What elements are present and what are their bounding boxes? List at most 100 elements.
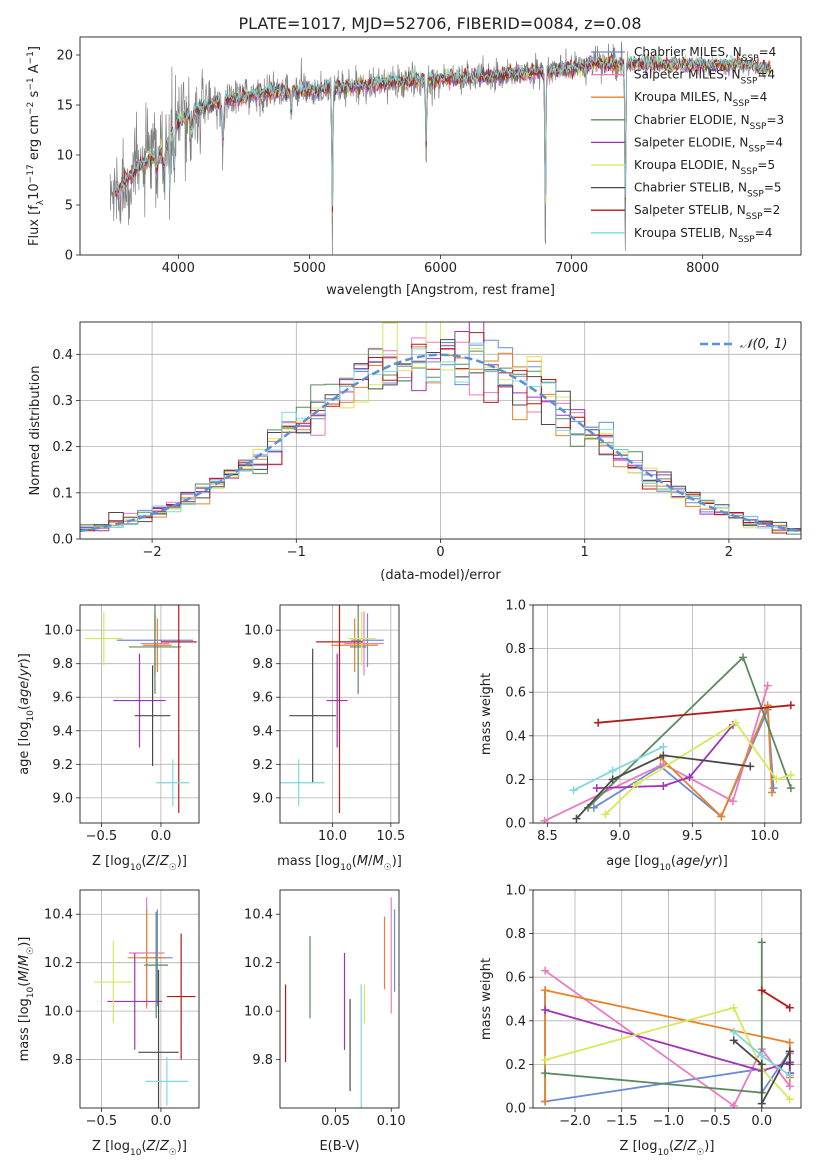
x-tick-label: 0 — [436, 545, 444, 560]
x-tick-label: 10.0 — [318, 829, 347, 844]
weight-series-line — [598, 704, 791, 724]
weight-point-marker — [785, 1082, 794, 1091]
weight-point-marker — [685, 773, 694, 782]
y-tick-label: 0.4 — [52, 348, 73, 363]
spectrum-data — [109, 41, 771, 255]
y-axis-label: mass [log10(M/M☉)] — [17, 937, 36, 1062]
x-tick-label: −1.5 — [606, 1114, 638, 1129]
weight-series-line — [544, 969, 791, 1108]
weight-point-marker — [729, 1027, 738, 1036]
x-tick-label: −0.5 — [86, 1114, 118, 1129]
weight-point-marker — [786, 784, 795, 793]
axes-frame — [79, 321, 802, 540]
y-tick-label: 9.6 — [52, 691, 73, 706]
weight-point-marker — [592, 784, 601, 793]
y-tick-label: 0.6 — [505, 686, 526, 701]
weight-point-marker — [785, 1071, 794, 1080]
x-tick-label: 9.0 — [610, 829, 631, 844]
y-tick-label: 15 — [56, 99, 73, 114]
weight-point-marker — [785, 1095, 794, 1104]
x-axis-label: Z [log10(Z/Z☉)] — [92, 1139, 187, 1158]
x-tick-label: −1 — [287, 545, 306, 560]
y-tick-label: 0.8 — [505, 642, 526, 657]
x-tick-label: 8.5 — [537, 829, 558, 844]
y-axis-label: mass weight — [479, 673, 494, 755]
weight-point-marker — [739, 653, 748, 662]
axes-frame — [79, 889, 200, 1109]
weight-point-marker — [785, 1047, 794, 1056]
y-axis-label: mass weight — [479, 958, 494, 1040]
y-axis-label: Normed distribution — [28, 366, 43, 496]
weight-point-marker — [572, 814, 581, 823]
y-tick-label: 10.0 — [44, 1005, 73, 1020]
weight-point-marker — [757, 986, 766, 995]
y-tick-label: 9.8 — [252, 657, 273, 672]
y-tick-label: 10.4 — [244, 908, 273, 923]
y-tick-label: 20 — [56, 49, 73, 64]
weight-point-marker — [772, 775, 781, 784]
weight-series-line — [573, 745, 664, 792]
weight-point-marker — [541, 966, 550, 975]
weight-point-marker — [659, 742, 668, 751]
weight-point-marker — [786, 701, 795, 710]
x-axis-label: wavelength [Angstrom, rest frame] — [326, 283, 555, 298]
weight-series-line — [659, 704, 773, 819]
weight-point-marker — [540, 816, 549, 823]
figure-title: PLATE=1017, MJD=52706, FIBERID=0084, z=0… — [238, 14, 641, 33]
weight-point-marker — [633, 779, 642, 788]
weight-point-marker — [608, 775, 617, 784]
x-tick-label: 0.0 — [151, 829, 172, 844]
weight-point-marker — [757, 1051, 766, 1060]
x-tick-label: 5000 — [293, 261, 326, 276]
weight-point-marker — [541, 1069, 550, 1078]
x-tick-label: 0.0 — [151, 1114, 172, 1129]
weight-lines — [540, 653, 795, 823]
weight-series-line — [761, 989, 791, 1009]
y-tick-label: 9.8 — [52, 657, 73, 672]
legend-label: 𝒩(0, 1) — [740, 337, 787, 352]
weight-point-marker — [763, 681, 772, 690]
y-tick-label: 10.2 — [244, 956, 273, 971]
age-vs-mass-panel: 10.0 10.5 9.0 9.2 9.4 9.6 9.8 10.0 mass [log10(M… — [244, 604, 405, 873]
x-tick-label: 0.10 — [377, 1114, 406, 1129]
weight-series-line — [544, 1009, 791, 1074]
weight-point-marker — [769, 784, 778, 793]
x-tick-label: 8000 — [686, 261, 719, 276]
weight-point-marker — [594, 718, 603, 727]
weight-point-marker — [731, 718, 740, 727]
x-tick-label: −2 — [143, 545, 162, 560]
weight-point-marker — [729, 1003, 738, 1012]
legend-label: Chabrier ELODIE, NSSP=3 — [634, 113, 784, 132]
x-tick-label: −0.5 — [86, 829, 118, 844]
x-axis-label: Z [log10(Z/Z☉)] — [92, 854, 187, 873]
y-tick-label: 0.0 — [505, 1102, 526, 1117]
legend-label: Kroupa STELIB, NSSP=4 — [634, 226, 772, 245]
weight-point-marker — [569, 786, 578, 795]
legend-label: Salpeter MILES, NSSP=4 — [634, 68, 775, 87]
y-tick-label: 0.3 — [52, 394, 73, 409]
y-tick-label: 0.2 — [505, 1058, 526, 1073]
histogram-step-line — [80, 342, 801, 539]
legend-label: Salpeter ELODIE, NSSP=4 — [634, 135, 783, 154]
weight-point-marker — [541, 986, 550, 995]
weight-point-marker — [785, 1003, 794, 1012]
x-axis-label: E(B-V) — [319, 1139, 359, 1154]
x-tick-label: −1.0 — [653, 1114, 685, 1129]
x-tick-label: 10.0 — [750, 829, 779, 844]
weight-point-marker — [785, 1038, 794, 1047]
weight-point-marker — [728, 797, 737, 806]
y-tick-label: 0.8 — [505, 927, 526, 942]
legend-label: Kroupa ELODIE, NSSP=5 — [634, 158, 775, 177]
y-tick-label: 0.0 — [52, 533, 73, 548]
axes-frame — [532, 889, 802, 1109]
x-tick-label: 7000 — [555, 261, 588, 276]
weight-point-marker — [746, 762, 755, 771]
errorbars — [284, 897, 396, 1108]
weight-point-marker — [757, 1060, 766, 1069]
mass-vs-ebv-panel: 0.05 0.10 9.8 10.0 10.2 10.4 E(B-V) — [244, 889, 406, 1154]
axes-frame — [279, 604, 400, 824]
x-tick-label: 6000 — [424, 261, 457, 276]
histogram-bars — [80, 322, 801, 539]
weight-point-marker — [601, 810, 610, 819]
